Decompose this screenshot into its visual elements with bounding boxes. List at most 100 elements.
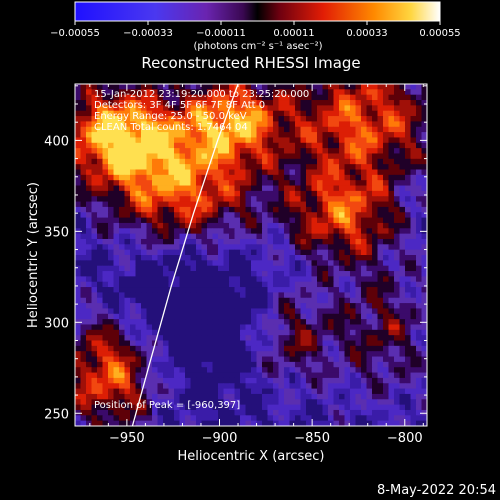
heatmap-cell [372,409,378,416]
heatmap-cell [207,340,213,347]
heatmap-cell [157,260,164,267]
heatmap-cell [207,244,213,251]
heatmap-cell [317,228,323,235]
heatmap-cell [267,367,274,373]
heatmap-cell [163,244,169,251]
heatmap-cell [163,180,169,186]
heatmap-cell [284,100,290,106]
heatmap-cell [394,281,400,288]
heatmap-cell [350,335,356,341]
heatmap-cell [273,287,279,293]
heatmap-cell [135,340,142,347]
heatmap-cell [273,329,279,336]
heatmap-cell [152,190,158,197]
heatmap-cell [168,297,175,304]
heatmap-cell [135,404,142,411]
heatmap-cell [86,388,92,395]
heatmap-cell [212,297,219,304]
heatmap-cell [278,185,285,192]
heatmap-cell [207,164,213,170]
heatmap-cell [361,351,367,357]
heatmap-cell [157,121,164,128]
heatmap-cell [218,281,224,288]
heatmap-cell [366,132,373,138]
heatmap-cell [240,383,246,389]
heatmap-cell [201,110,208,117]
y-tick-label: 300 [44,316,69,331]
heatmap-cell [135,206,142,213]
heatmap-cell [333,89,340,96]
heatmap-cell [130,180,136,186]
heatmap-cell [322,324,329,331]
heatmap-cell [141,276,147,283]
heatmap-cell [91,169,98,176]
heatmap-cell [256,110,263,117]
heatmap-cell [124,153,131,160]
heatmap-cell [295,388,301,395]
heatmap-cell [328,180,334,186]
heatmap-cell [113,340,120,347]
heatmap-cell [113,89,120,96]
heatmap-cell [196,190,202,197]
heatmap-cell [333,409,340,416]
heatmap-cell [146,292,153,299]
heatmap-cell [124,100,131,106]
heatmap-cell [135,265,142,272]
heatmap-cell [212,415,219,422]
heatmap-cell [86,383,92,389]
heatmap-cell [388,132,395,138]
heatmap-cell [394,94,400,101]
heatmap-cell [245,132,252,138]
heatmap-cell [394,190,400,197]
heatmap-cell [399,388,406,395]
heatmap-cell [174,308,180,315]
heatmap-cell [405,420,411,426]
heatmap-cell [251,319,257,325]
heatmap-cell [207,228,213,235]
heatmap-cell [135,100,142,106]
heatmap-cell [300,271,307,277]
heatmap-cell [207,126,213,133]
heatmap-cell [80,132,87,138]
heatmap-cell [240,420,246,426]
heatmap-cell [157,335,164,341]
heatmap-cell [350,324,356,331]
heatmap-cell [251,388,257,395]
heatmap-cell [399,361,406,368]
heatmap-cell [113,196,120,202]
heatmap-cell [212,201,219,208]
heatmap-cell [75,148,81,154]
heatmap-cell [372,105,378,112]
heatmap-cell [388,260,395,267]
heatmap-cell [262,404,268,411]
heatmap-cell [267,255,274,261]
heatmap-cell [251,132,257,138]
heatmap-cell [372,190,378,197]
heatmap-cell [410,399,417,406]
heatmap-cell [201,100,208,106]
heatmap-cell [295,244,301,251]
heatmap-cell [163,116,169,122]
heatmap-cell [278,404,285,411]
heatmap-cell [322,367,329,373]
heatmap-cell [240,222,246,229]
heatmap-cell [256,265,263,272]
heatmap-cell [86,244,92,251]
heatmap-cell [322,84,329,90]
heatmap-cell [410,329,417,336]
heatmap-cell [322,121,329,128]
heatmap-cell [273,399,279,406]
heatmap-cell [273,142,279,149]
heatmap-cell [86,297,92,304]
heatmap-cell [91,100,98,106]
heatmap-cell [311,329,318,336]
heatmap-cell [218,377,224,384]
heatmap-cell [405,292,411,299]
heatmap-cell [295,324,301,331]
heatmap-cell [284,319,290,325]
heatmap-cell [278,126,285,133]
heatmap-cell [350,190,356,197]
heatmap-cell [251,212,257,218]
heatmap-cell [157,271,164,277]
heatmap-cell [383,287,389,293]
